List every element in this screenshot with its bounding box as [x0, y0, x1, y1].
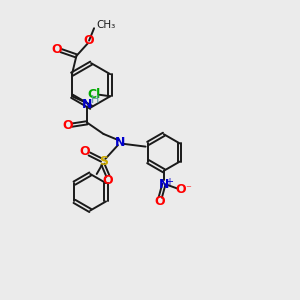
Text: O: O — [175, 183, 186, 196]
Text: H: H — [92, 95, 100, 105]
Text: CH₃: CH₃ — [96, 20, 116, 30]
Text: ⁻: ⁻ — [185, 184, 191, 195]
Text: O: O — [154, 196, 165, 208]
Text: N: N — [82, 98, 92, 111]
Text: O: O — [79, 145, 90, 158]
Text: N: N — [159, 178, 169, 191]
Text: +: + — [165, 177, 173, 187]
Text: N: N — [115, 136, 125, 149]
Text: Cl: Cl — [87, 88, 101, 101]
Text: S: S — [99, 155, 108, 168]
Text: O: O — [84, 34, 94, 47]
Text: O: O — [62, 118, 73, 132]
Text: O: O — [51, 43, 62, 56]
Text: O: O — [103, 174, 113, 187]
